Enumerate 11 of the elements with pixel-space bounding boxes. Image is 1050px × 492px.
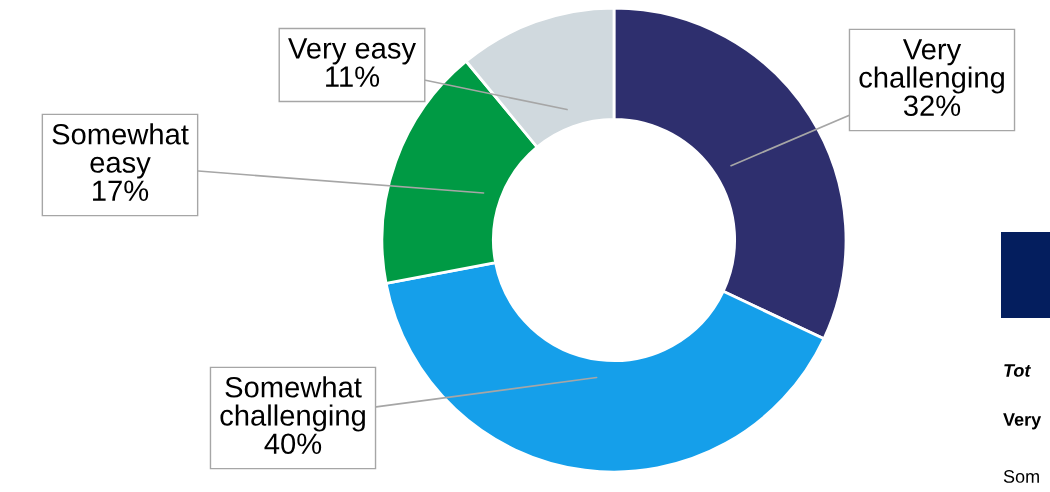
data-label: 40% xyxy=(264,433,322,455)
slice-label: Very easy xyxy=(288,38,416,65)
data-label: 32% xyxy=(903,95,961,117)
data-label: 17% xyxy=(93,180,149,201)
text: Som xyxy=(1003,470,1039,483)
text: Tot xyxy=(1004,364,1032,377)
text: Very xyxy=(1003,413,1042,430)
data-label: 11% xyxy=(326,66,380,87)
slice-label: Very challenging xyxy=(859,39,1004,94)
slice-label: Somewhat easy xyxy=(52,123,189,179)
slice-label: Somewhat challenging xyxy=(220,376,365,432)
